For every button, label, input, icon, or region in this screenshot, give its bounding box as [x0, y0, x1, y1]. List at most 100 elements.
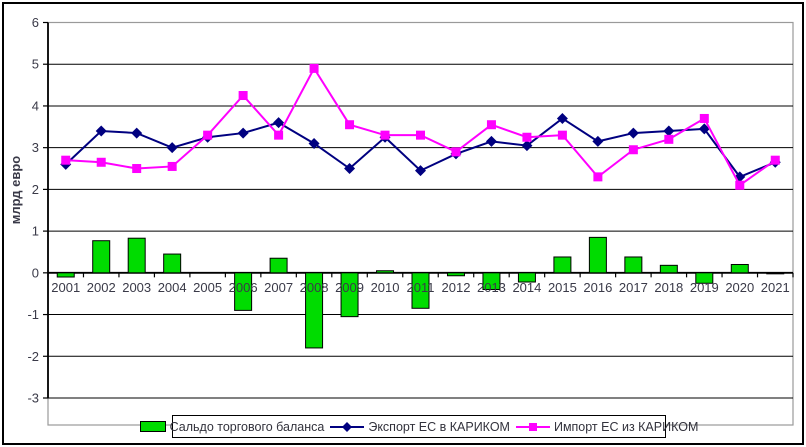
x-tick-label: 2010 — [371, 280, 400, 295]
bar-2012 — [446, 272, 465, 277]
x-tick-label: 2011 — [407, 280, 435, 295]
x-tick-label: 2014 — [512, 280, 541, 295]
export-marker-2013 — [485, 135, 497, 147]
import-marker-2002 — [96, 157, 106, 167]
x-tick-label: 2019 — [690, 280, 719, 295]
y-tick-label: -1 — [27, 307, 39, 322]
y-tick-label: -3 — [27, 391, 39, 406]
x-tick-label: 2013 — [477, 280, 506, 295]
x-tick-label: 2004 — [158, 280, 187, 295]
bar-2009 — [340, 272, 359, 318]
x-tick-label: 2002 — [87, 280, 116, 295]
import-marker-2013 — [486, 120, 496, 130]
import-line-swatch-icon — [515, 422, 550, 431]
import-marker-2009 — [345, 120, 355, 130]
import-marker-2007 — [274, 130, 284, 140]
x-tick-label: 2001 — [51, 280, 80, 295]
chart-legend: Сальдо торгового баланса Экспорт ЕС в КА… — [139, 415, 698, 438]
x-tick-label: 2021 — [761, 280, 790, 295]
bar-2004 — [163, 253, 182, 274]
export-line-swatch-icon — [330, 421, 365, 432]
x-tick-label: 2006 — [229, 280, 258, 295]
y-axis-title: млрд евро — [8, 156, 23, 225]
x-tick-label: 2015 — [548, 280, 577, 295]
bar-2010 — [376, 270, 395, 274]
bar-2013 — [482, 272, 501, 291]
export-marker-2015 — [556, 112, 568, 124]
export-marker-2004 — [166, 142, 178, 154]
export-marker-2016 — [592, 135, 604, 147]
y-tick-label: 1 — [32, 224, 39, 239]
legend-label-import: Импорт ЕС из КАРИКОМ — [553, 419, 699, 434]
import-marker-2012 — [451, 147, 461, 157]
import-marker-2004 — [167, 161, 177, 171]
legend-item-balance: Сальдо торгового баланса — [139, 419, 325, 434]
y-tick-label: 2 — [32, 182, 39, 197]
x-tick-label: 2009 — [335, 280, 364, 295]
bar-2021 — [766, 272, 785, 275]
import-marker-2018 — [664, 134, 674, 144]
y-tick-label: -2 — [27, 349, 39, 364]
x-tick-label: 2017 — [619, 280, 648, 295]
bar-2006 — [234, 272, 253, 311]
export-marker-2011 — [415, 165, 426, 177]
x-tick-label: 2012 — [442, 280, 471, 295]
export-marker-2003 — [131, 127, 143, 139]
bar-2018 — [659, 264, 678, 274]
export-marker-2018 — [663, 125, 675, 137]
legend-label-balance: Сальдо торгового баланса — [169, 419, 325, 434]
import-marker-2021 — [770, 155, 780, 165]
bar-2014 — [517, 272, 536, 283]
bar-2001 — [56, 272, 75, 278]
export-marker-2006 — [237, 127, 249, 139]
export-marker-2008 — [308, 137, 320, 149]
bar-2016 — [588, 236, 607, 274]
export-marker-2002 — [95, 125, 107, 137]
x-tick-label: 2008 — [300, 280, 329, 295]
legend-label-export: Экспорт ЕС в КАРИКОМ — [368, 419, 510, 434]
legend-item-import: Импорт ЕС из КАРИКОМ — [515, 419, 699, 434]
import-marker-2008 — [309, 63, 319, 73]
bar-2007 — [269, 257, 288, 274]
x-tick-label: 2016 — [583, 280, 612, 295]
y-tick-label: 5 — [32, 57, 39, 72]
export-marker-2014 — [521, 140, 533, 152]
bar-2008 — [305, 272, 324, 349]
import-marker-2005 — [203, 130, 213, 140]
y-tick-label: 0 — [32, 265, 39, 280]
export-marker-2007 — [273, 117, 285, 129]
import-marker-2017 — [628, 145, 638, 155]
import-marker-2001 — [61, 155, 71, 165]
import-marker-2011 — [416, 130, 425, 140]
x-tick-label: 2020 — [725, 280, 754, 295]
plot-border — [47, 21, 794, 426]
bar-2002 — [92, 240, 111, 274]
import-marker-2019 — [699, 113, 709, 123]
import-marker-2020 — [735, 180, 745, 190]
import-marker-2006 — [238, 91, 248, 101]
x-tick-label: 2007 — [264, 280, 293, 295]
x-tick-label: 2018 — [654, 280, 683, 295]
x-tick-label: 2003 — [122, 280, 151, 295]
y-tick-label: 6 — [32, 15, 39, 30]
import-marker-2014 — [522, 132, 532, 142]
x-tick-label: 2005 — [193, 280, 222, 295]
export-marker-2019 — [698, 123, 710, 135]
bar-2017 — [624, 256, 643, 274]
bar-2003 — [127, 237, 146, 274]
export-marker-2017 — [627, 127, 639, 139]
bar-2011 — [411, 272, 430, 309]
import-marker-2016 — [593, 172, 603, 182]
export-marker-2009 — [344, 163, 356, 175]
bar-2019 — [695, 272, 714, 284]
import-marker-2003 — [132, 164, 142, 174]
import-marker-2015 — [557, 130, 567, 140]
bar-2015 — [553, 256, 572, 274]
y-tick-label: 4 — [32, 98, 39, 113]
y-tick-label: 3 — [32, 140, 39, 155]
import-marker-2010 — [380, 130, 390, 140]
legend-item-export: Экспорт ЕС в КАРИКОМ — [330, 420, 510, 434]
bar-2020 — [730, 263, 749, 274]
